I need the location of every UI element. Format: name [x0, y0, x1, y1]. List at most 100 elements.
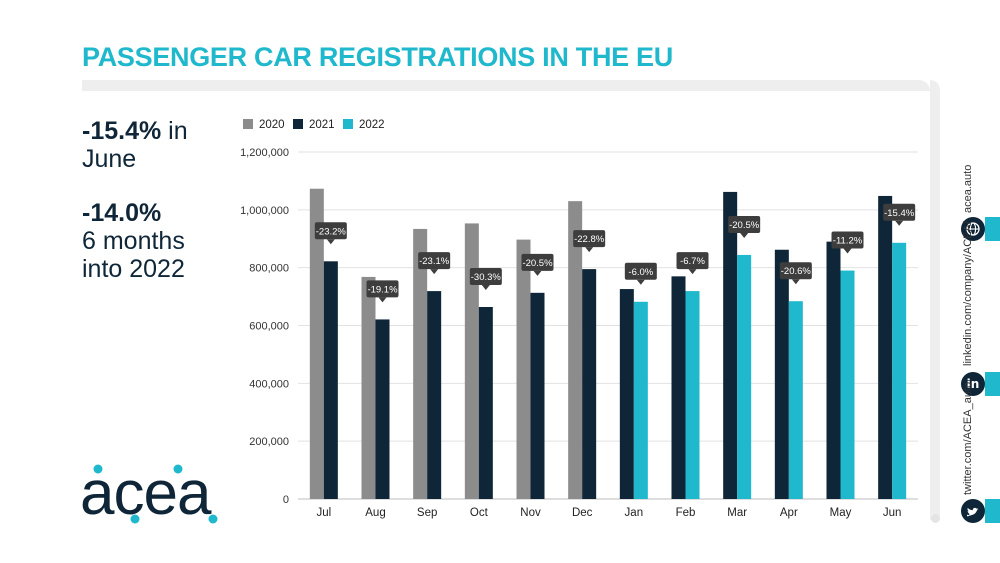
change-label-pointer [533, 270, 542, 276]
change-label: -20.5% [521, 253, 554, 276]
bar-2022-jan [633, 301, 648, 499]
y-tick-label: 1,200,000 [240, 147, 289, 159]
legend: 2020 2021 2022 [243, 119, 385, 131]
change-label-pointer [895, 220, 904, 226]
bar-2021-mar [723, 191, 738, 499]
change-label-pointer [843, 248, 852, 254]
x-tick-label: Jun [883, 507, 902, 519]
change-label-text: -22.8% [574, 234, 605, 245]
change-label: -15.4% [883, 203, 916, 226]
change-label: -19.1% [366, 280, 399, 303]
x-tick-label: Apr [780, 507, 798, 519]
bar-2022-may [840, 270, 855, 499]
kpi-six-months-line1: 6 months [82, 227, 185, 255]
x-tick-label: Aug [365, 507, 385, 519]
change-labels: -23.2% -19.1% -23.1% -30.3% -20.5% -22.8% -6.0… [314, 203, 916, 303]
change-label-text: -30.3% [471, 272, 502, 283]
change-label: -6.7% [676, 252, 709, 275]
bar-2021-apr [774, 249, 789, 499]
x-tick-label: Mar [727, 507, 747, 519]
website-stripe [985, 217, 1000, 241]
change-label-box [366, 280, 399, 298]
y-tick-label: 0 [283, 494, 289, 506]
bar-2022-feb [685, 291, 700, 499]
x-tick-label: Oct [470, 507, 489, 519]
change-label: -30.3% [469, 267, 502, 290]
change-label: -22.8% [573, 230, 606, 253]
change-label-pointer [326, 239, 335, 245]
kpi-june: -15.4% in June [82, 117, 188, 173]
kpi-june-inline: in [161, 117, 188, 145]
page-title: PASSENGER CAR REGISTRATIONS IN THE EU [82, 42, 673, 72]
x-tick-label: May [830, 507, 852, 519]
y-tick-label: 1,000,000 [240, 205, 289, 217]
bar-2020-nov [516, 239, 531, 499]
x-tick-label: Feb [676, 507, 696, 519]
frame-border-top [82, 80, 930, 91]
change-label-box [314, 222, 347, 240]
y-tick-label: 800,000 [249, 263, 289, 275]
x-tick-label: Nov [520, 507, 541, 519]
legend-swatch-2022 [343, 119, 353, 129]
legend-label-2022: 2022 [359, 119, 385, 131]
twitter-stripe [985, 499, 1000, 523]
frame-border-end [931, 514, 940, 523]
bar-2021-oct [478, 306, 493, 499]
change-label-text: -19.1% [367, 284, 398, 295]
bar-2021-may [826, 241, 841, 499]
change-label: -11.2% [831, 231, 864, 254]
x-axis: Jul Aug Sep Oct Nov Dec Jan Feb Mar Apr May Jun [316, 507, 901, 519]
change-label-pointer [688, 269, 697, 275]
bar-2021-jan [619, 289, 634, 499]
acea-logo-text: acea [80, 462, 212, 526]
change-label-box [728, 215, 761, 233]
legend-label-2021: 2021 [309, 119, 335, 131]
bar-2020-dec [568, 201, 583, 500]
bar-2021-feb [671, 276, 686, 499]
globe-icon[interactable] [961, 217, 985, 241]
legend-swatch-2021 [293, 119, 303, 129]
change-label: -20.5% [728, 215, 761, 238]
legend-swatch-2020 [243, 119, 253, 129]
twitter-icon[interactable] [961, 499, 985, 523]
change-label-box [573, 230, 606, 248]
change-label-box [779, 262, 812, 280]
y-tick-label: 200,000 [249, 436, 289, 448]
change-label-box [521, 253, 554, 271]
kpi-june-value: -15.4% [82, 117, 162, 145]
bar-2020-sep [413, 228, 428, 499]
kpi-six-months: -14.0% 6 months into 2022 [82, 199, 185, 283]
change-label-box [831, 231, 864, 249]
bar-2020-aug [361, 276, 376, 499]
change-label-text: -11.2% [833, 236, 863, 247]
legend-label-2020: 2020 [259, 119, 285, 131]
change-label: -23.2% [314, 222, 347, 245]
kpi-six-months-value: -14.0% [82, 199, 162, 227]
change-label-pointer [740, 232, 749, 238]
y-tick-label: 600,000 [249, 321, 289, 333]
change-label-text: -6.7% [680, 256, 705, 267]
x-tick-label: Dec [572, 507, 593, 519]
change-label-text: -6.0% [628, 267, 653, 278]
linkedin-icon[interactable]: in [961, 372, 985, 396]
change-label-text: -20.5% [729, 220, 760, 231]
change-label-box [624, 262, 657, 280]
grid-lines [298, 151, 918, 500]
change-label-box [418, 252, 451, 270]
change-label: -20.6% [779, 262, 812, 285]
bar-2021-jun [878, 195, 893, 499]
y-tick-label: 400,000 [249, 378, 289, 390]
linkedin-stripe [985, 372, 1000, 396]
change-label-text: -23.1% [419, 256, 450, 267]
frame-border-right [930, 80, 940, 520]
acea-logo: acea [80, 462, 218, 526]
change-label-box [676, 252, 709, 270]
x-tick-label: Sep [417, 507, 437, 519]
bar-2021-sep [427, 291, 442, 499]
change-label-pointer [636, 279, 645, 285]
y-axis: 0 200,000 400,000 600,000 800,000 1,000,000 1,… [240, 147, 289, 506]
bar-2021-dec [582, 269, 597, 499]
change-label-box [883, 203, 916, 221]
kpi-june-text: June [82, 145, 137, 173]
